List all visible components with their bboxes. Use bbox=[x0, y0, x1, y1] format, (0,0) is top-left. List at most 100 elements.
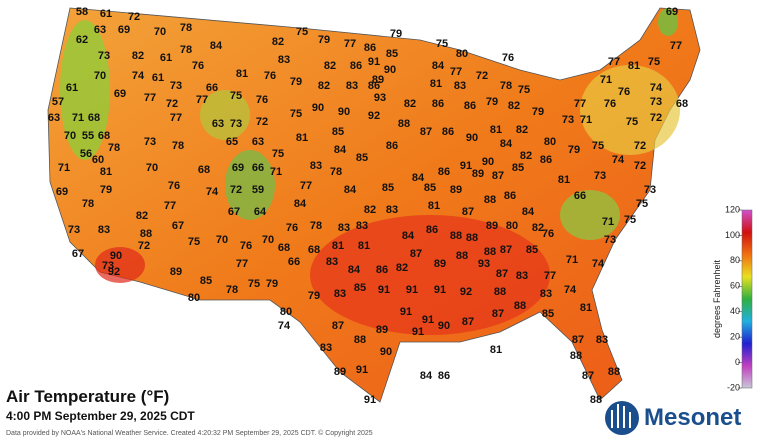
station-temp: 71 bbox=[270, 166, 282, 178]
station-temp: 80 bbox=[456, 48, 468, 60]
station-temp: 73 bbox=[604, 234, 616, 246]
station-temp: 73 bbox=[144, 136, 156, 148]
station-temp: 85 bbox=[512, 162, 524, 174]
station-temp: 86 bbox=[350, 60, 362, 72]
station-temp: 84 bbox=[412, 172, 425, 184]
station-temp: 85 bbox=[424, 182, 436, 194]
logo: Mesonet bbox=[605, 401, 741, 435]
station-temp: 78 bbox=[330, 166, 342, 178]
station-temp: 83 bbox=[310, 160, 322, 172]
station-temp: 86 bbox=[432, 98, 444, 110]
station-temp: 93 bbox=[478, 258, 490, 270]
station-temp: 86 bbox=[386, 140, 398, 152]
station-temp: 78 bbox=[310, 220, 322, 232]
station-temp: 81 bbox=[430, 78, 442, 90]
station-temp: 76 bbox=[286, 222, 298, 234]
station-temp: 84 bbox=[402, 230, 415, 242]
station-temp: 63 bbox=[252, 136, 264, 148]
station-temp: 80 bbox=[506, 220, 518, 232]
station-temp: 79 bbox=[308, 290, 320, 302]
station-temp: 91 bbox=[368, 56, 380, 68]
station-temp: 85 bbox=[386, 48, 398, 60]
station-temp: 64 bbox=[254, 206, 267, 218]
station-temp: 83 bbox=[326, 256, 338, 268]
station-temp: 74 bbox=[206, 186, 219, 198]
station-temp: 78 bbox=[500, 80, 512, 92]
station-temp: 57 bbox=[52, 96, 64, 108]
station-temp: 85 bbox=[356, 152, 368, 164]
station-temp: 90 bbox=[466, 132, 478, 144]
station-temp: 84 bbox=[334, 144, 347, 156]
station-temp: 86 bbox=[438, 166, 450, 178]
station-temp: 63 bbox=[94, 24, 106, 36]
station-temp: 78 bbox=[82, 198, 94, 210]
station-temp: 91 bbox=[356, 364, 368, 376]
station-temp: 83 bbox=[596, 334, 608, 346]
station-temp: 83 bbox=[454, 80, 466, 92]
station-temp: 78 bbox=[172, 140, 184, 152]
station-temp: 71 bbox=[600, 74, 612, 86]
station-temp: 75 bbox=[626, 116, 638, 128]
station-temp: 60 bbox=[92, 154, 104, 166]
station-temp: 78 bbox=[180, 44, 192, 56]
station-temp: 56 bbox=[80, 148, 92, 160]
station-temp: 87 bbox=[420, 126, 432, 138]
station-labels: 58 61 72 63 69 70 78 62 73 82 61 78 70 74 61 73 76 84 61 69… bbox=[48, 6, 688, 406]
station-temp: 87 bbox=[462, 316, 474, 328]
station-temp: 79 bbox=[318, 34, 330, 46]
station-temp: 81 bbox=[628, 60, 640, 72]
station-temp: 73 bbox=[644, 184, 656, 196]
station-temp: 83 bbox=[334, 288, 346, 300]
station-temp: 86 bbox=[504, 190, 516, 202]
station-temp: 82 bbox=[508, 100, 520, 112]
station-temp: 89 bbox=[472, 168, 484, 180]
station-temp: 73 bbox=[102, 260, 114, 272]
colorbar-tick-label: 20 bbox=[730, 332, 740, 342]
station-temp: 79 bbox=[486, 96, 498, 108]
station-temp: 87 bbox=[496, 268, 508, 280]
station-temp: 72 bbox=[128, 11, 140, 23]
station-temp: 69 bbox=[56, 186, 68, 198]
station-temp: 70 bbox=[94, 70, 106, 82]
station-temp: 87 bbox=[410, 248, 422, 260]
station-temp: 86 bbox=[368, 80, 380, 92]
station-temp: 61 bbox=[66, 82, 78, 94]
station-temp: 82 bbox=[136, 210, 148, 222]
station-temp: 88 bbox=[570, 350, 582, 362]
station-temp: 71 bbox=[72, 112, 84, 124]
station-temp: 80 bbox=[188, 292, 200, 304]
station-temp: 68 bbox=[198, 164, 210, 176]
station-temp: 81 bbox=[558, 174, 570, 186]
station-temp: 74 bbox=[132, 70, 145, 82]
colorbar-tick-label: -20 bbox=[727, 382, 740, 392]
station-temp: 80 bbox=[544, 136, 556, 148]
station-temp: 90 bbox=[482, 156, 494, 168]
station-temp: 77 bbox=[608, 56, 620, 68]
station-temp: 66 bbox=[288, 256, 300, 268]
land bbox=[47, 7, 701, 403]
station-temp: 72 bbox=[256, 116, 268, 128]
station-temp: 73 bbox=[562, 114, 574, 126]
station-temp: 86 bbox=[442, 126, 454, 138]
station-temp: 83 bbox=[516, 270, 528, 282]
station-temp: 89 bbox=[334, 366, 346, 378]
station-temp: 70 bbox=[146, 162, 158, 174]
station-temp: 73 bbox=[98, 50, 110, 62]
station-temp: 71 bbox=[580, 114, 592, 126]
station-temp: 76 bbox=[502, 52, 514, 64]
station-temp: 88 bbox=[484, 194, 496, 206]
station-temp: 85 bbox=[332, 126, 344, 138]
station-temp: 77 bbox=[544, 270, 556, 282]
station-temp: 79 bbox=[266, 278, 278, 290]
station-temp: 67 bbox=[172, 220, 184, 232]
station-temp: 83 bbox=[386, 204, 398, 216]
station-temp: 66 bbox=[206, 82, 218, 94]
station-temp: 76 bbox=[256, 94, 268, 106]
station-temp: 77 bbox=[670, 40, 682, 52]
station-temp: 88 bbox=[456, 250, 468, 262]
station-temp: 72 bbox=[138, 240, 150, 252]
station-temp: 84 bbox=[432, 60, 445, 72]
station-temp: 81 bbox=[490, 124, 502, 136]
station-temp: 76 bbox=[604, 98, 616, 110]
station-temp: 72 bbox=[634, 160, 646, 172]
